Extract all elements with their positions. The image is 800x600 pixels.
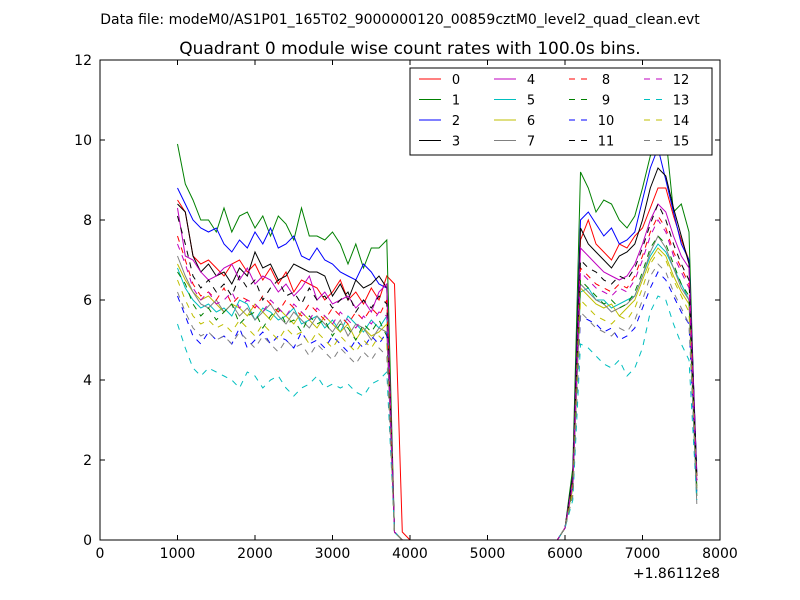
series-line-10 — [177, 271, 698, 541]
legend-label-8: 8 — [602, 73, 610, 88]
x-tick-label: 2000 — [237, 546, 273, 562]
y-tick-label: 8 — [83, 213, 92, 229]
figure-suptitle: Data file: modeM0/AS1P01_165T02_90000001… — [100, 12, 700, 28]
x-tick-label: 6000 — [547, 546, 583, 562]
series-line-3 — [177, 167, 698, 541]
legend-label-9: 9 — [602, 94, 610, 109]
series-line-4 — [177, 203, 698, 541]
series-line-1 — [177, 134, 698, 541]
x-offset-label: +1.86112e8 — [633, 566, 720, 582]
series-line-0 — [177, 187, 698, 541]
x-tick-label: 5000 — [470, 546, 506, 562]
series-line-12 — [177, 218, 698, 541]
x-tick-label: 7000 — [625, 546, 661, 562]
series-line-7 — [177, 234, 698, 541]
y-tick-label: 2 — [83, 453, 92, 469]
y-tick-label: 6 — [83, 293, 92, 309]
legend-label-6: 6 — [527, 114, 535, 129]
x-tick-label: 0 — [96, 546, 105, 562]
y-tick-label: 4 — [83, 373, 92, 389]
legend-label-0: 0 — [452, 73, 460, 88]
series-line-11 — [177, 202, 698, 541]
x-tick-label: 8000 — [702, 546, 738, 562]
legend-label-15: 15 — [673, 135, 690, 150]
legend-label-10: 10 — [598, 114, 615, 129]
legend-label-1: 1 — [452, 94, 460, 109]
legend-label-2: 2 — [452, 114, 460, 129]
y-tick-label: 0 — [83, 533, 92, 549]
x-tick-label: 3000 — [315, 546, 351, 562]
chart-title: Quadrant 0 module wise count rates with … — [179, 39, 640, 59]
legend-label-13: 13 — [673, 94, 690, 109]
series-line-5 — [177, 243, 698, 541]
y-tick-label: 12 — [74, 53, 92, 69]
legend-label-4: 4 — [527, 73, 535, 88]
series-line-15 — [177, 263, 698, 541]
series-line-6 — [177, 247, 698, 541]
legend-frame — [409, 67, 713, 156]
legend-label-5: 5 — [527, 94, 535, 109]
legend-label-11: 11 — [598, 135, 615, 150]
axis-ticks: 0 1000 2000 3000 4000 5000 6000 7000 80000246810… — [74, 53, 738, 562]
series-line-9 — [177, 235, 698, 541]
series-layer — [177, 134, 698, 541]
series-line-14 — [177, 251, 698, 541]
legend-label-7: 7 — [527, 135, 535, 150]
legend-label-12: 12 — [673, 73, 690, 88]
series-line-13 — [177, 295, 698, 541]
y-tick-label: 10 — [74, 133, 92, 149]
legend-label-14: 14 — [673, 114, 690, 129]
x-tick-label: 1000 — [160, 546, 196, 562]
x-tick-label: 4000 — [392, 546, 428, 562]
series-line-2 — [177, 146, 698, 541]
legend-label-3: 3 — [452, 135, 460, 150]
